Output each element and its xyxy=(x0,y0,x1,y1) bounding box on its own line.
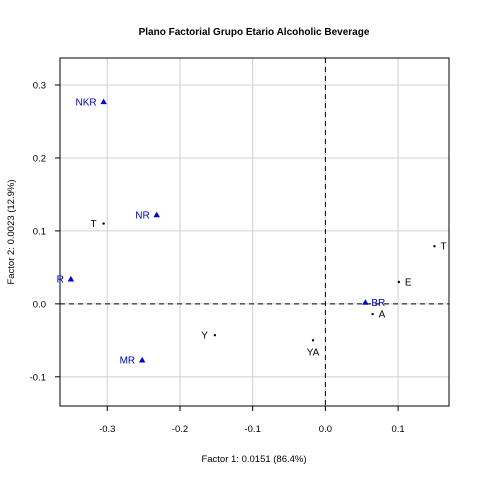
plot-frame xyxy=(59,57,450,407)
x-tick-label: 0.1 xyxy=(391,424,404,435)
reference-lines xyxy=(60,58,449,406)
y-tick-label: 0.0 xyxy=(33,299,46,310)
point-label: BR xyxy=(371,298,385,309)
triangle-point xyxy=(67,275,75,282)
dot-point xyxy=(311,339,315,342)
point-label: YA xyxy=(307,347,320,358)
x-tick-label: 0.0 xyxy=(319,424,332,435)
x-axis-label: Factor 1: 0.0151 (86.4%) xyxy=(201,454,306,465)
triangle-point xyxy=(100,98,107,105)
triangle-point xyxy=(138,356,146,363)
x-tick-label: -0.3 xyxy=(99,424,115,435)
point-label: T xyxy=(91,219,97,230)
point-label: Y xyxy=(201,331,208,342)
chart-title: Plano Factorial Grupo Etario Alcoholic B… xyxy=(139,27,370,38)
data-points: T Y YA A E T NKR NR R MR BR xyxy=(57,97,447,366)
y-tick-label: 0.3 xyxy=(33,80,46,91)
dot-point xyxy=(371,312,374,316)
point-label: A xyxy=(379,310,386,321)
point-label: NKR xyxy=(76,97,97,108)
x-tick-label: -0.2 xyxy=(172,424,188,435)
y-tick-label: -0.1 xyxy=(30,372,46,383)
x-tick-label: -0.1 xyxy=(244,424,260,435)
triangle-point xyxy=(153,211,160,218)
dot-point xyxy=(397,280,401,284)
axis-ticks: -0.3 -0.2 -0.1 0.0 0.1 -0.1 0.0 0.1 0.2 0.3 xyxy=(30,80,405,435)
y-axis-label: Factor 2: 0.0023 (12.9%) xyxy=(6,179,17,284)
y-tick-label: 0.1 xyxy=(33,226,46,237)
point-label: R xyxy=(57,275,64,286)
dot-point xyxy=(213,334,217,337)
triangle-point xyxy=(362,299,369,305)
dot-point xyxy=(433,245,436,248)
dot-point xyxy=(102,222,105,225)
point-label: MR xyxy=(120,356,136,367)
point-label: T xyxy=(440,242,446,253)
point-label: E xyxy=(405,277,412,288)
point-label: NR xyxy=(135,210,149,221)
y-tick-label: 0.2 xyxy=(33,153,46,164)
